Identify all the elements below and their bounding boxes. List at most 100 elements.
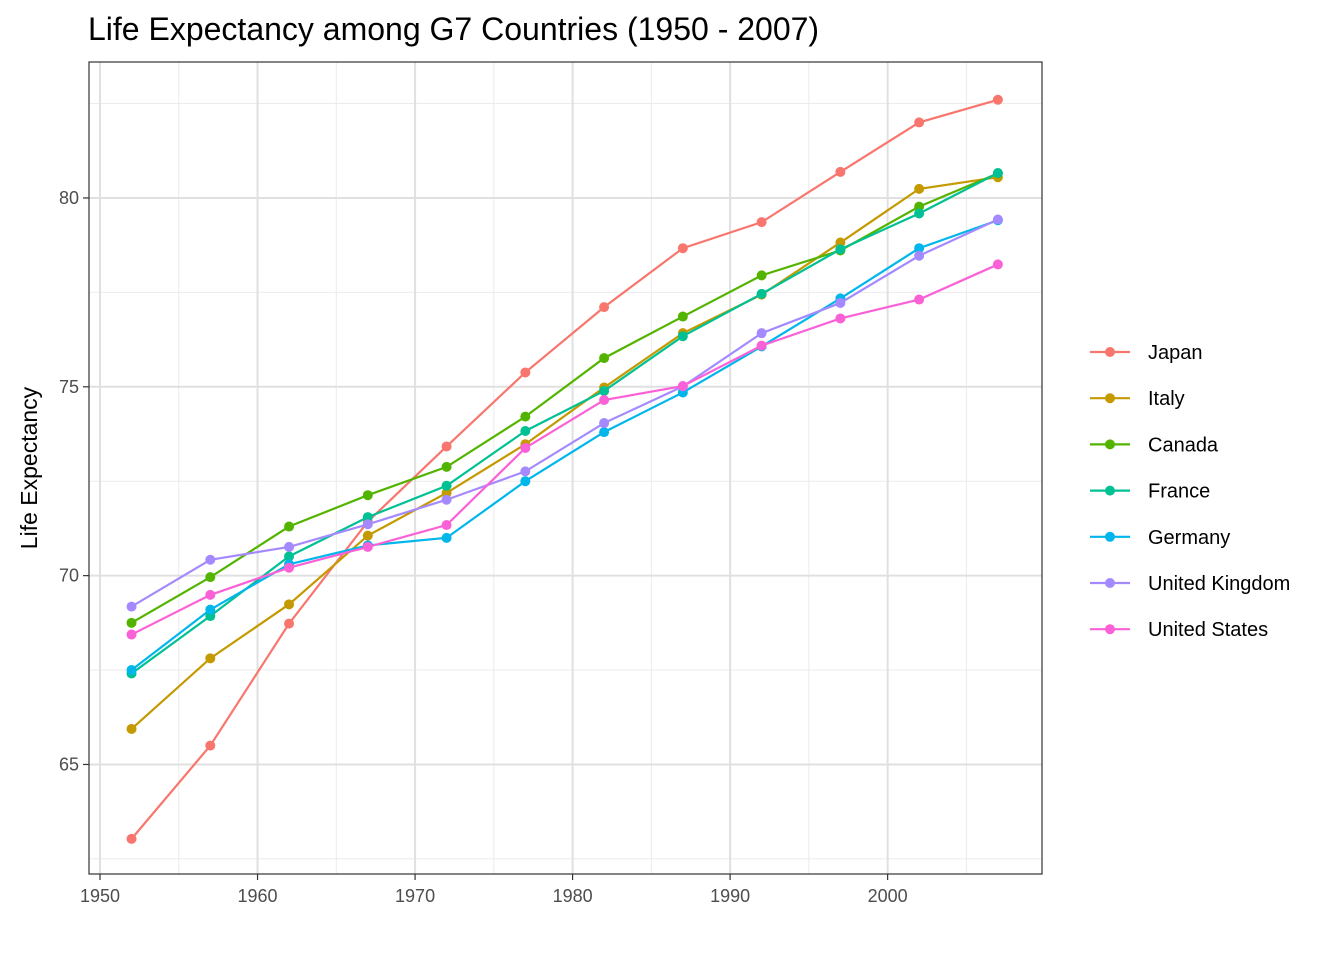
legend-item: Italy: [1090, 388, 1185, 410]
data-point: [520, 442, 531, 453]
data-point: [756, 217, 767, 228]
legend-key-point: [1105, 347, 1115, 357]
y-tick-label: 70: [59, 566, 79, 586]
data-point: [914, 294, 925, 305]
series-line: [130, 172, 999, 624]
data-point: [126, 723, 137, 734]
legend-item: Germany: [1090, 527, 1230, 549]
legend-key-point: [1105, 624, 1115, 635]
data-point: [362, 490, 373, 501]
y-tick-label: 80: [59, 188, 79, 208]
legend-key-point: [1105, 393, 1115, 404]
legend-label: United States: [1148, 619, 1268, 641]
data-point: [362, 519, 373, 530]
data-point: [126, 629, 137, 640]
y-tick-label: 65: [59, 754, 79, 774]
x-tick-label: 1990: [710, 886, 750, 906]
data-point: [914, 208, 925, 219]
data-point: [441, 480, 452, 491]
data-point: [599, 427, 610, 438]
chart-title: Life Expectancy among G7 Countries (1950…: [88, 11, 819, 47]
data-point: [362, 512, 373, 523]
data-point: [441, 520, 452, 531]
x-axis: 1950 1960 1970 1980 1990 2000: [80, 874, 908, 906]
data-point: [835, 166, 846, 177]
series-line: [131, 263, 999, 636]
data-point: [362, 530, 373, 541]
data-point: [284, 618, 295, 629]
legend-item: Japan: [1090, 342, 1203, 364]
data-point: [362, 541, 373, 552]
x-tick-label: 2000: [868, 886, 908, 906]
data-point: [205, 554, 216, 565]
data-point: [835, 244, 846, 255]
data-point: [756, 288, 767, 299]
data-point: [205, 653, 216, 664]
data-point: [677, 331, 688, 342]
legend-label: Italy: [1148, 388, 1185, 410]
data-point: [441, 494, 452, 505]
y-axis-label: Life Expectancy: [16, 386, 42, 549]
legend-item: Canada: [1090, 434, 1219, 456]
data-point: [992, 214, 1003, 225]
series-united-kingdom: [126, 214, 1003, 612]
series-united-states: [126, 259, 1003, 640]
data-point: [677, 243, 688, 254]
legend-label: Germany: [1148, 527, 1230, 549]
data-point: [205, 604, 216, 615]
data-point: [284, 521, 295, 532]
data-point: [914, 183, 925, 194]
data-point: [756, 328, 767, 339]
legend-label: United Kingdom: [1148, 573, 1290, 595]
data-point: [284, 551, 295, 562]
data-point: [126, 833, 137, 844]
data-point: [284, 541, 295, 552]
data-point: [599, 353, 610, 364]
grid: [89, 62, 1042, 874]
legend-key-point: [1105, 531, 1115, 542]
data-point: [441, 532, 452, 543]
data-point: [835, 297, 846, 308]
data-point: [599, 418, 610, 429]
series-line: [130, 219, 999, 671]
series-line: [130, 176, 999, 730]
data-point: [599, 395, 610, 406]
data-point: [992, 259, 1003, 270]
series-japan: [126, 94, 1003, 844]
x-tick-label: 1970: [395, 886, 435, 906]
x-tick-label: 1980: [553, 886, 593, 906]
data-point: [914, 250, 925, 261]
x-tick-label: 1950: [80, 886, 120, 906]
data-point: [914, 243, 925, 254]
data-point: [756, 340, 767, 351]
data-point: [126, 601, 137, 612]
data-point: [284, 599, 295, 610]
data-point: [284, 562, 295, 573]
legend-item: United Kingdom: [1090, 573, 1290, 595]
series-layer: [126, 94, 1003, 844]
legend-key-point: [1105, 578, 1115, 588]
data-point: [914, 117, 925, 128]
data-point: [520, 466, 531, 477]
data-point: [441, 461, 452, 472]
data-point: [126, 617, 137, 628]
y-tick-label: 75: [59, 377, 79, 397]
legend-label: France: [1148, 481, 1210, 503]
data-point: [835, 313, 846, 324]
data-point: [992, 94, 1003, 105]
data-point: [756, 270, 767, 281]
data-point: [441, 441, 452, 452]
data-point: [126, 665, 137, 676]
legend-label: Japan: [1148, 342, 1203, 364]
legend-item: United States: [1090, 619, 1268, 641]
x-tick-label: 1960: [238, 886, 278, 906]
data-point: [520, 425, 531, 436]
series-line: [130, 218, 999, 608]
legend: Japan Italy Canada France Germany United King…: [1090, 342, 1290, 641]
y-axis: 65 70 75 80: [59, 188, 89, 774]
data-point: [520, 367, 531, 378]
legend-label: Canada: [1148, 434, 1219, 456]
data-point: [599, 302, 610, 313]
data-point: [205, 589, 216, 600]
data-point: [520, 476, 531, 487]
